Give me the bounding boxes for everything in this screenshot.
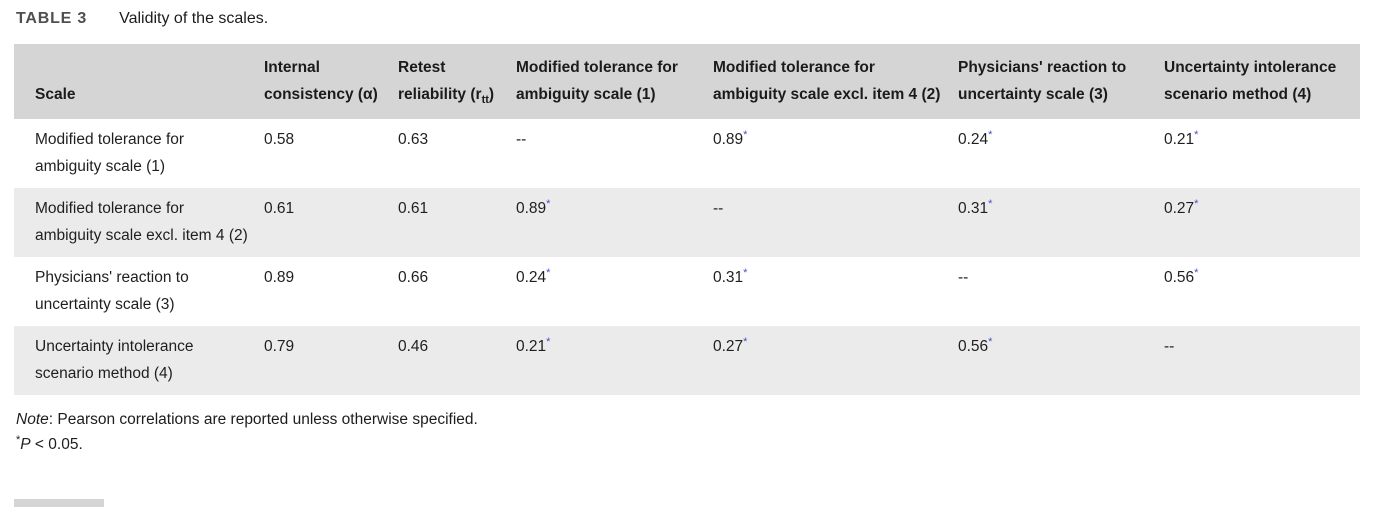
row-label: Modified tolerance for ambiguity scale (… [35,131,185,175]
column-header-mtas-excl-2: Modified tolerance for ambiguity scale e… [713,59,941,103]
column-header-mtas-1: Modified tolerance for ambiguity scale (… [516,59,678,103]
cell: -- [958,269,969,286]
cell: 0.27* [1164,197,1199,217]
cell: 0.61 [264,200,295,217]
cell: 0.21* [516,335,551,355]
table-row: Modified tolerance for ambiguity scale e… [14,188,1360,257]
table-title: TABLE 3 Validity of the scales. [16,10,1360,28]
significance-star: * [546,266,551,279]
cell: 0.31* [713,266,748,286]
table-caption: Validity of the scales. [119,10,269,27]
cell: -- [713,200,724,217]
column-header-uis-4: Uncertainty intolerance scenario method … [1164,59,1337,103]
column-header-retest-reliability: Retest reliability (rtt) [398,59,495,107]
note-label: Note [16,411,49,428]
cell: 0.89 [264,269,295,286]
significance-star: * [1194,197,1199,210]
cell: 0.56* [1164,266,1199,286]
table-body: Modified tolerance for ambiguity scale (… [14,119,1360,395]
significance-star: * [546,197,551,210]
row-label: Modified tolerance for ambiguity scale e… [35,200,248,244]
cell: 0.27* [713,335,748,355]
significance-star: * [546,335,551,348]
cell: 0.31* [958,197,993,217]
table-header: Scale Internal consistency (α) Retest re… [14,44,1360,119]
cell: 0.46 [398,338,429,355]
significance-star: * [988,335,993,348]
significance-star: * [743,128,748,141]
column-header-pru-3: Physicians' reaction to uncertainty scal… [958,59,1127,103]
table-footnotes: Note: Pearson correlations are reported … [16,407,1360,457]
table-row: Physicians' reaction to uncertainty scal… [14,257,1360,326]
significance-star: * [1194,128,1199,141]
table-number-label: TABLE 3 [16,10,88,27]
table-row: Uncertainty intolerance scenario method … [14,326,1360,395]
cell: 0.21* [1164,128,1199,148]
note-line: Note: Pearson correlations are reported … [16,411,478,428]
cell: 0.58 [264,131,295,148]
column-header-internal-consistency: Internal consistency (α) [264,59,378,103]
cell: 0.63 [398,131,429,148]
cell: 0.24* [516,266,551,286]
cell: 0.79 [264,338,295,355]
significance-star: * [988,128,993,141]
validity-table: Scale Internal consistency (α) Retest re… [14,44,1360,395]
significance-star: * [743,266,748,279]
column-header-scale: Scale [35,86,76,103]
significance-star: * [743,335,748,348]
cell: 0.24* [958,128,993,148]
significance-star: * [1194,266,1199,279]
cell: 0.89* [516,197,551,217]
row-label: Physicians' reaction to uncertainty scal… [35,269,189,313]
cropped-next-element-fragment [14,499,104,507]
table-row: Modified tolerance for ambiguity scale (… [14,119,1360,188]
significance-star: * [16,433,21,446]
header-row: Scale Internal consistency (α) Retest re… [14,44,1360,119]
cell: 0.61 [398,200,429,217]
significance-line: *P < 0.05. [16,433,83,453]
significance-star: * [988,197,993,210]
cell: 0.89* [713,128,748,148]
row-label: Uncertainty intolerance scenario method … [35,338,194,382]
cell: -- [1164,338,1175,355]
cell: 0.56* [958,335,993,355]
rtt-subscript: tt [481,94,489,107]
p-symbol: P [20,436,31,453]
cell: -- [516,131,527,148]
cell: 0.66 [398,269,429,286]
